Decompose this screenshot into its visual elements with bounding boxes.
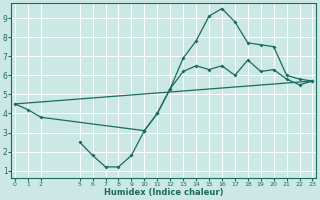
X-axis label: Humidex (Indice chaleur): Humidex (Indice chaleur) — [104, 188, 223, 197]
